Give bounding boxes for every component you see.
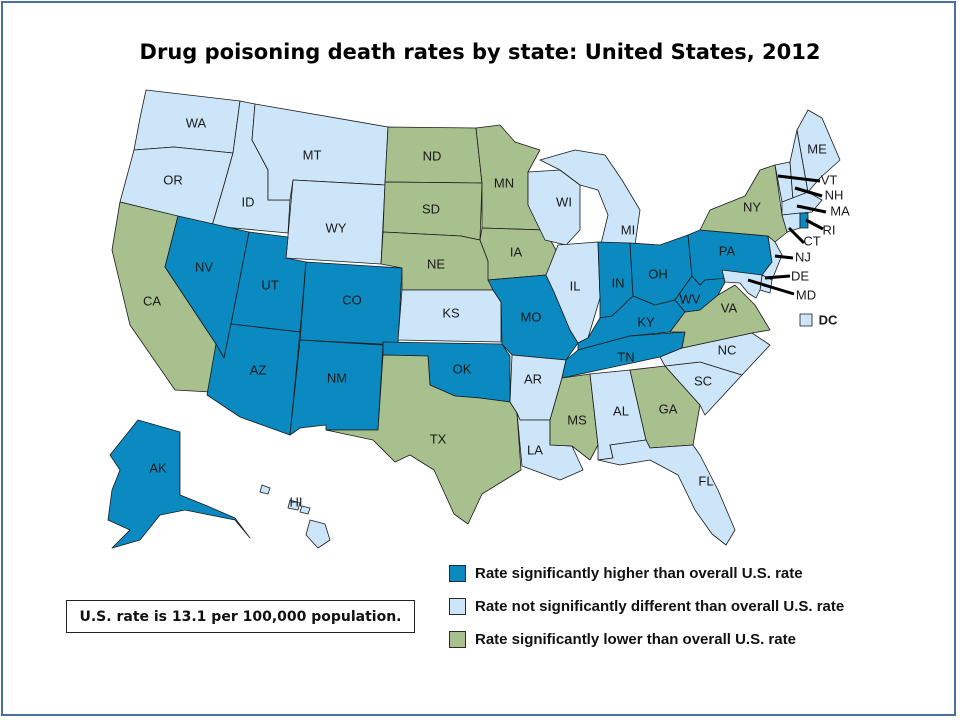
state-label-NM: NM xyxy=(327,370,347,385)
map-title: Drug poisoning death rates by state: Uni… xyxy=(139,40,821,64)
state-label-PA: PA xyxy=(719,243,736,258)
state-label-FL: FL xyxy=(698,473,713,488)
state-label-RI: RI xyxy=(823,222,836,237)
state-label-ND: ND xyxy=(423,148,442,163)
legend-label-lower: Rate significantly lower than overall U.… xyxy=(475,631,796,648)
state-label-ME: ME xyxy=(807,141,827,156)
state-HI-island-4 xyxy=(259,484,271,495)
state-DC xyxy=(799,313,813,327)
leader-NJ xyxy=(774,254,794,260)
leader-DE xyxy=(764,274,791,280)
state-label-NE: NE xyxy=(427,256,445,271)
state-label-OH: OH xyxy=(648,266,668,281)
state-label-ID: ID xyxy=(242,194,255,209)
state-HI xyxy=(305,519,331,549)
legend-label-higher: Rate significantly higher than overall U… xyxy=(475,565,803,582)
legend-swatch-not-different xyxy=(449,598,466,615)
state-label-TN: TN xyxy=(617,349,634,364)
state-TX xyxy=(325,354,522,525)
state-label-VA: VA xyxy=(721,300,738,315)
leader-MA xyxy=(796,204,827,214)
state-FL xyxy=(597,439,736,546)
state-label-IN: IN xyxy=(612,275,625,290)
state-label-SD: SD xyxy=(422,201,440,216)
state-NM xyxy=(289,339,384,436)
state-label-UT: UT xyxy=(261,277,278,292)
state-label-WV: WV xyxy=(680,291,701,306)
state-label-KY: KY xyxy=(637,314,655,329)
state-label-HI: HI xyxy=(290,494,303,509)
state-label-MS: MS xyxy=(567,412,587,427)
state-label-NH: NH xyxy=(825,187,844,202)
state-label-NV: NV xyxy=(195,259,213,274)
state-label-GA: GA xyxy=(659,401,678,416)
state-label-SC: SC xyxy=(694,373,712,388)
leader-MD xyxy=(747,278,795,296)
state-label-NJ: NJ xyxy=(795,249,811,264)
legend: Rate significantly higher than overall U… xyxy=(449,557,844,656)
state-label-MA: MA xyxy=(830,203,850,218)
state-label-MN: MN xyxy=(494,175,514,190)
state-label-AK: AK xyxy=(149,460,167,475)
state-label-AR: AR xyxy=(524,371,542,386)
leader-CT xyxy=(787,226,806,245)
state-label-MO: MO xyxy=(521,309,542,324)
state-HI-island-2 xyxy=(287,499,301,511)
state-AZ xyxy=(206,323,301,436)
legend-item-not-different: Rate not significantly different than ov… xyxy=(449,590,844,623)
state-label-MD: MD xyxy=(796,287,816,302)
state-RI xyxy=(799,212,809,229)
state-label-IL: IL xyxy=(570,278,581,293)
state-label-MT: MT xyxy=(303,147,322,162)
leader-VT xyxy=(777,174,821,183)
legend-swatch-lower xyxy=(449,631,466,648)
state-label-DC: DC xyxy=(819,312,838,327)
state-label-MI: MI xyxy=(621,222,635,237)
state-label-OK: OK xyxy=(453,361,472,376)
state-label-NY: NY xyxy=(743,199,761,214)
state-label-LA: LA xyxy=(527,442,543,457)
state-label-AZ: AZ xyxy=(250,362,267,377)
legend-label-not-different: Rate not significantly different than ov… xyxy=(475,598,845,615)
leader-RI xyxy=(805,218,824,231)
state-label-CA: CA xyxy=(143,293,161,308)
state-label-DE: DE xyxy=(791,268,809,283)
state-label-WY: WY xyxy=(326,220,347,235)
state-label-KS: KS xyxy=(442,305,460,320)
state-label-CO: CO xyxy=(342,292,362,307)
state-label-TX: TX xyxy=(430,431,447,446)
state-MD xyxy=(721,269,763,299)
state-label-VT: VT xyxy=(821,172,838,187)
state-label-WA: WA xyxy=(186,115,207,130)
state-label-WI: WI xyxy=(556,194,572,209)
state-label-NC: NC xyxy=(718,342,737,357)
state-HI-island-3 xyxy=(299,505,311,515)
state-label-IA: IA xyxy=(510,244,523,259)
state-label-CT: CT xyxy=(803,233,820,248)
leader-NH xyxy=(794,186,823,198)
legend-swatch-higher xyxy=(449,565,466,582)
state-label-OR: OR xyxy=(163,172,183,187)
legend-item-higher: Rate significantly higher than overall U… xyxy=(449,557,844,590)
us-rate-note: U.S. rate is 13.1 per 100,000 population… xyxy=(66,600,415,633)
state-AK xyxy=(107,419,251,549)
legend-item-lower: Rate significantly lower than overall U.… xyxy=(449,623,844,656)
state-KS xyxy=(397,289,502,343)
state-label-AL: AL xyxy=(613,403,629,418)
state-labels: WA OR ID MT WY CA NV UT AZ CO NM ND SD NE KS OK TX MN IA MO… xyxy=(143,115,850,509)
